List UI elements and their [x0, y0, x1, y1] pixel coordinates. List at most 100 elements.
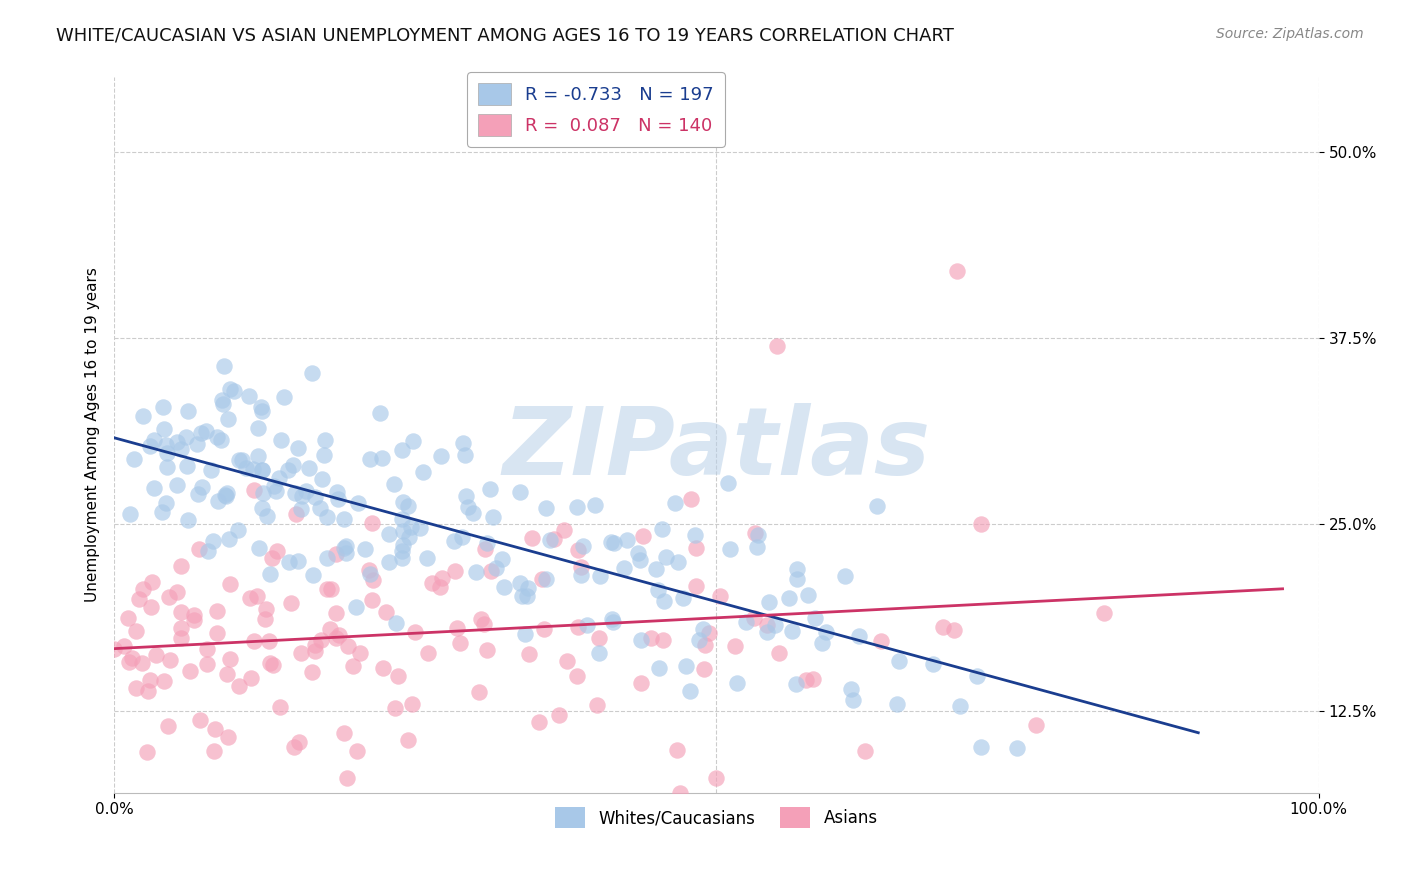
Point — [118, 656, 141, 670]
Point — [202, 744, 225, 758]
Point — [128, 592, 150, 607]
Point — [384, 701, 406, 715]
Point — [382, 477, 405, 491]
Point — [744, 525, 766, 540]
Point — [408, 521, 430, 535]
Point — [333, 725, 356, 739]
Point — [335, 539, 357, 553]
Point — [693, 662, 716, 676]
Point — [685, 579, 707, 593]
Point — [205, 429, 228, 443]
Point — [886, 698, 908, 712]
Point — [652, 593, 675, 607]
Point — [536, 572, 558, 586]
Point — [385, 616, 408, 631]
Point — [627, 546, 650, 560]
Point — [337, 639, 360, 653]
Legend: Whites/Caucasians, Asians: Whites/Caucasians, Asians — [548, 801, 884, 834]
Point — [353, 541, 375, 556]
Point — [287, 554, 309, 568]
Point — [492, 581, 515, 595]
Point — [718, 542, 741, 557]
Point — [804, 611, 827, 625]
Point — [183, 613, 205, 627]
Point — [291, 489, 314, 503]
Point — [475, 535, 498, 549]
Point — [797, 588, 820, 602]
Point — [693, 638, 716, 652]
Point — [396, 732, 419, 747]
Point — [132, 582, 155, 597]
Point — [377, 527, 399, 541]
Point — [628, 553, 651, 567]
Point — [461, 506, 484, 520]
Point — [429, 580, 451, 594]
Point — [215, 490, 238, 504]
Point — [205, 604, 228, 618]
Point — [481, 564, 503, 578]
Point — [205, 626, 228, 640]
Point — [585, 698, 607, 712]
Point — [785, 677, 807, 691]
Point — [280, 596, 302, 610]
Point — [630, 676, 652, 690]
Point — [647, 583, 669, 598]
Point — [482, 509, 505, 524]
Point — [404, 625, 426, 640]
Point — [247, 449, 270, 463]
Point — [166, 584, 188, 599]
Point — [250, 501, 273, 516]
Point — [742, 611, 765, 625]
Point — [509, 484, 531, 499]
Point — [451, 436, 474, 450]
Point — [599, 535, 621, 549]
Point — [117, 611, 139, 625]
Point — [125, 624, 148, 638]
Point — [103, 642, 125, 657]
Point — [387, 668, 409, 682]
Point — [267, 471, 290, 485]
Point — [235, 460, 257, 475]
Point — [344, 600, 367, 615]
Point — [475, 642, 498, 657]
Point — [672, 591, 695, 605]
Point — [315, 582, 337, 596]
Point — [336, 771, 359, 785]
Point — [651, 632, 673, 647]
Point — [510, 589, 533, 603]
Point — [239, 591, 262, 605]
Point — [301, 366, 323, 380]
Point — [485, 561, 508, 575]
Point — [290, 646, 312, 660]
Point — [970, 517, 993, 532]
Point — [157, 590, 180, 604]
Point — [270, 434, 292, 448]
Point — [491, 552, 513, 566]
Point — [842, 692, 865, 706]
Point — [120, 507, 142, 521]
Point — [811, 636, 834, 650]
Point — [191, 480, 214, 494]
Point — [247, 541, 270, 556]
Point — [254, 601, 277, 615]
Point — [479, 482, 502, 496]
Point — [122, 452, 145, 467]
Point — [159, 653, 181, 667]
Point — [141, 574, 163, 589]
Point — [725, 675, 748, 690]
Point — [780, 624, 803, 638]
Point — [242, 462, 264, 476]
Point — [443, 564, 465, 578]
Point — [328, 492, 350, 507]
Point — [683, 528, 706, 542]
Point — [283, 458, 305, 472]
Point — [228, 679, 250, 693]
Point — [567, 620, 589, 634]
Point — [527, 714, 550, 729]
Point — [186, 437, 208, 451]
Point — [679, 683, 702, 698]
Point — [187, 487, 209, 501]
Point — [217, 412, 239, 426]
Point — [392, 538, 415, 552]
Point — [188, 713, 211, 727]
